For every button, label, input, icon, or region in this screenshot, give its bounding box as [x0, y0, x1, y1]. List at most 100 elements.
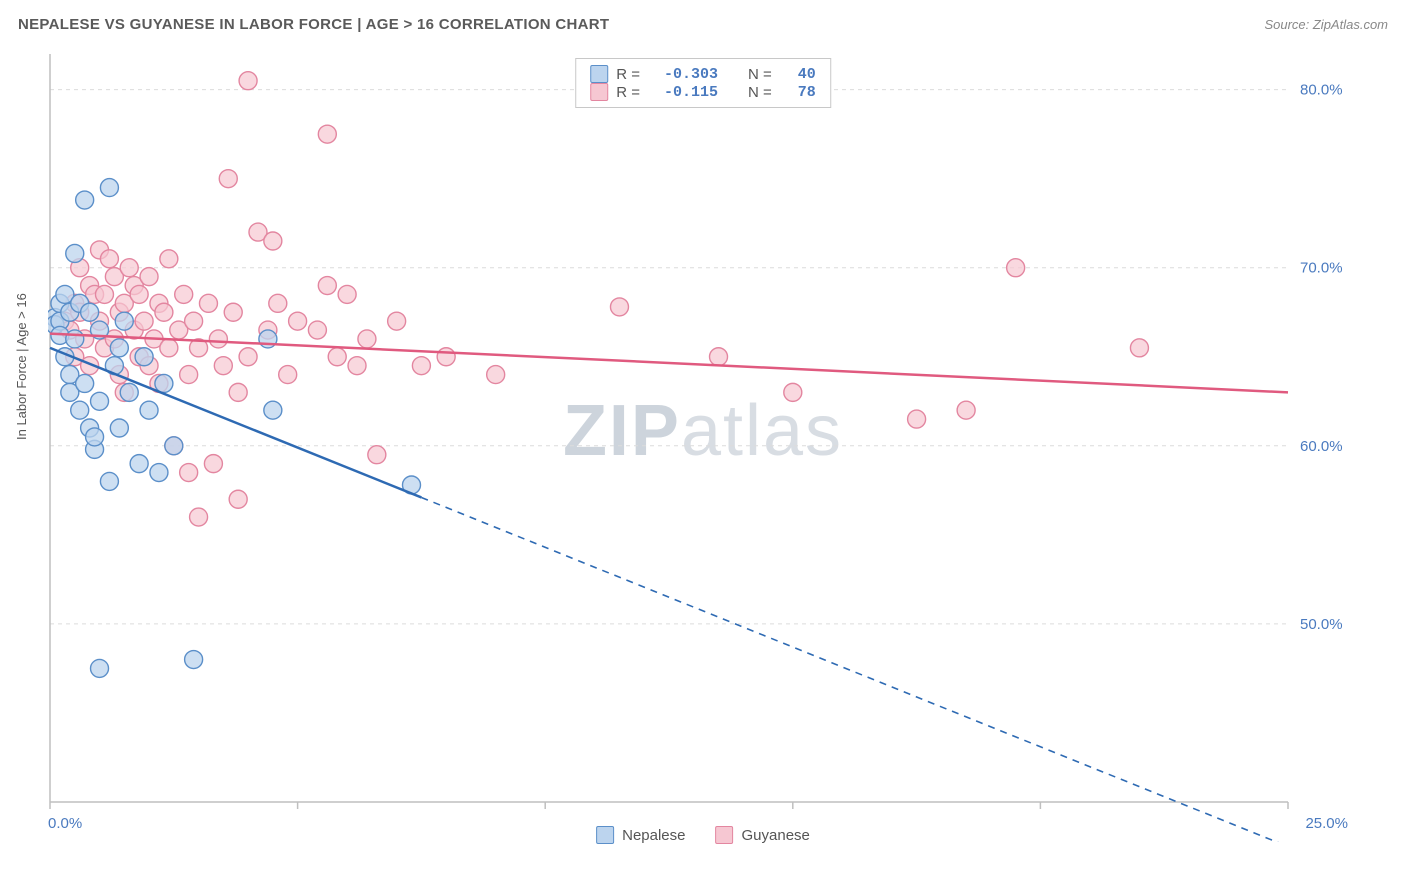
data-point — [190, 508, 208, 526]
data-point — [140, 268, 158, 286]
data-point — [110, 419, 128, 437]
legend-swatch — [716, 826, 734, 844]
data-point — [150, 464, 168, 482]
data-point — [1130, 339, 1148, 357]
data-point — [180, 366, 198, 384]
data-point — [76, 374, 94, 392]
data-point — [318, 125, 336, 143]
data-point — [1007, 259, 1025, 277]
data-point — [160, 339, 178, 357]
legend-swatch — [590, 83, 608, 101]
data-point — [229, 383, 247, 401]
data-point — [437, 348, 455, 366]
data-point — [180, 464, 198, 482]
trend-line-extrapolated — [421, 497, 1288, 842]
chart-title: NEPALESE VS GUYANESE IN LABOR FORCE | AG… — [18, 16, 609, 33]
data-point — [175, 285, 193, 303]
data-point — [91, 659, 109, 677]
data-point — [185, 312, 203, 330]
data-point — [86, 428, 104, 446]
data-point — [71, 401, 89, 419]
data-point — [412, 357, 430, 375]
x-tick-label: 25.0% — [1305, 815, 1348, 832]
data-point — [66, 244, 84, 262]
data-point — [358, 330, 376, 348]
data-point — [214, 357, 232, 375]
data-point — [338, 285, 356, 303]
series-legend: Nepalese Guyanese — [596, 826, 810, 844]
legend-label: Nepalese — [622, 827, 685, 844]
data-point — [120, 259, 138, 277]
legend-n-label: N = — [748, 84, 772, 101]
data-point — [91, 392, 109, 410]
data-point — [110, 339, 128, 357]
data-point — [289, 312, 307, 330]
scatter-plot: 50.0% 60.0% 70.0% 80.0% 0.0% 25.0% — [48, 52, 1358, 842]
legend-n-value: 78 — [780, 84, 816, 101]
data-point — [209, 330, 227, 348]
chart-area: ZIPatlas 50.0%60.0%70.0%80.0%0.0%25.0% R… — [48, 52, 1358, 842]
legend-r-label: R = — [616, 66, 640, 83]
y-tick-label: 60.0% — [1300, 438, 1343, 455]
data-point — [100, 250, 118, 268]
data-point — [204, 455, 222, 473]
data-point — [269, 294, 287, 312]
data-point — [100, 472, 118, 490]
legend-swatch — [596, 826, 614, 844]
data-point — [229, 490, 247, 508]
legend-label: Guyanese — [742, 827, 810, 844]
y-tick-label: 80.0% — [1300, 82, 1343, 99]
legend-r-value: -0.303 — [648, 66, 718, 83]
data-point — [115, 312, 133, 330]
legend-row: R = -0.115 N = 78 — [590, 83, 816, 101]
data-point — [784, 383, 802, 401]
data-point — [710, 348, 728, 366]
data-point — [264, 401, 282, 419]
data-point — [165, 437, 183, 455]
data-point — [957, 401, 975, 419]
data-point — [66, 330, 84, 348]
correlation-legend: R = -0.303 N = 40 R = -0.115 N = 78 — [575, 58, 831, 108]
data-point — [368, 446, 386, 464]
legend-row: R = -0.303 N = 40 — [590, 65, 816, 83]
data-point — [318, 277, 336, 295]
data-point — [610, 298, 628, 316]
data-point — [130, 455, 148, 473]
data-point — [279, 366, 297, 384]
data-point — [219, 170, 237, 188]
data-point — [120, 383, 138, 401]
data-point — [160, 250, 178, 268]
data-point — [135, 348, 153, 366]
data-point — [239, 72, 257, 90]
data-point — [308, 321, 326, 339]
data-point — [76, 191, 94, 209]
legend-n-value: 40 — [780, 66, 816, 83]
source-attribution: Source: ZipAtlas.com — [1264, 17, 1388, 32]
data-point — [81, 303, 99, 321]
data-point — [100, 179, 118, 197]
data-point — [239, 348, 257, 366]
data-point — [135, 312, 153, 330]
data-point — [155, 303, 173, 321]
data-point — [185, 651, 203, 669]
legend-r-label: R = — [616, 84, 640, 101]
data-point — [264, 232, 282, 250]
data-point — [130, 285, 148, 303]
legend-item: Nepalese — [596, 826, 685, 844]
data-point — [199, 294, 217, 312]
data-point — [388, 312, 406, 330]
legend-item: Guyanese — [716, 826, 810, 844]
data-point — [487, 366, 505, 384]
data-point — [224, 303, 242, 321]
data-point — [348, 357, 366, 375]
y-tick-label: 50.0% — [1300, 616, 1343, 633]
y-tick-label: 70.0% — [1300, 260, 1343, 277]
legend-n-label: N = — [748, 66, 772, 83]
data-point — [908, 410, 926, 428]
data-point — [140, 401, 158, 419]
y-axis-label: In Labor Force | Age > 16 — [14, 293, 29, 440]
legend-r-value: -0.115 — [648, 84, 718, 101]
x-tick-label: 0.0% — [48, 815, 82, 832]
data-point — [155, 374, 173, 392]
data-point — [328, 348, 346, 366]
